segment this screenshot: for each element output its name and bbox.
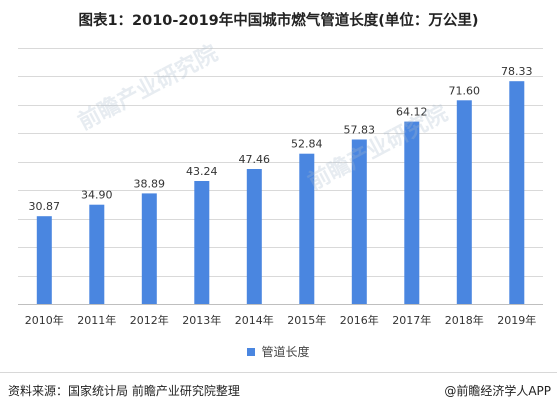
- bar: [194, 181, 210, 304]
- x-tick-label: 2011年: [77, 313, 116, 327]
- chart-title: 图表1：2010-2019年中国城市燃气管道长度(单位：万公里): [78, 13, 479, 29]
- data-label: 47.46: [239, 153, 271, 166]
- bar: [141, 193, 157, 304]
- gridlines: [18, 48, 543, 305]
- data-label: 43.24: [186, 165, 218, 178]
- legend-label: 管道长度: [261, 345, 310, 359]
- value-labels: 30.87 34.90 38.89 43.24 47.46 52.84 57.83 64.12…: [29, 65, 533, 213]
- bar: [509, 81, 525, 304]
- data-label: 38.89: [134, 177, 166, 190]
- x-tick-label: 2012年: [130, 313, 169, 327]
- bar: [299, 153, 315, 304]
- bar: [456, 100, 472, 304]
- bar: [89, 204, 105, 304]
- data-label: 30.87: [29, 200, 61, 213]
- source-note: 资料来源：国家统计局 前瞻产业研究院整理: [8, 384, 240, 398]
- data-label: 71.60: [449, 84, 481, 97]
- chart-legend: 管道长度: [0, 343, 557, 360]
- x-axis-ticks: 2010年 2011年 2012年 2013年 2014年 2015年 2016年 2017年…: [25, 313, 536, 327]
- bar: [351, 139, 367, 304]
- bar: [246, 169, 262, 304]
- data-label: 78.33: [501, 65, 533, 78]
- footer-divider: [0, 372, 557, 373]
- x-tick-label: 2014年: [235, 313, 274, 327]
- legend-swatch: [247, 347, 256, 356]
- x-tick-label: 2010年: [25, 313, 64, 327]
- bar: [404, 121, 420, 304]
- x-tick-label: 2013年: [182, 313, 221, 327]
- x-tick-label: 2017年: [392, 313, 431, 327]
- credit-note: @前瞻经济学人APP: [444, 384, 551, 398]
- data-label: 52.84: [291, 138, 323, 151]
- x-tick-label: 2016年: [340, 313, 379, 327]
- bars: [36, 81, 525, 304]
- x-tick-label: 2015年: [287, 313, 326, 327]
- data-label: 57.83: [344, 124, 376, 137]
- data-label: 64.12: [396, 106, 428, 119]
- data-label: 34.90: [81, 189, 113, 202]
- x-tick-label: 2018年: [445, 313, 484, 327]
- x-tick-label: 2019年: [497, 313, 536, 327]
- bar: [36, 216, 52, 304]
